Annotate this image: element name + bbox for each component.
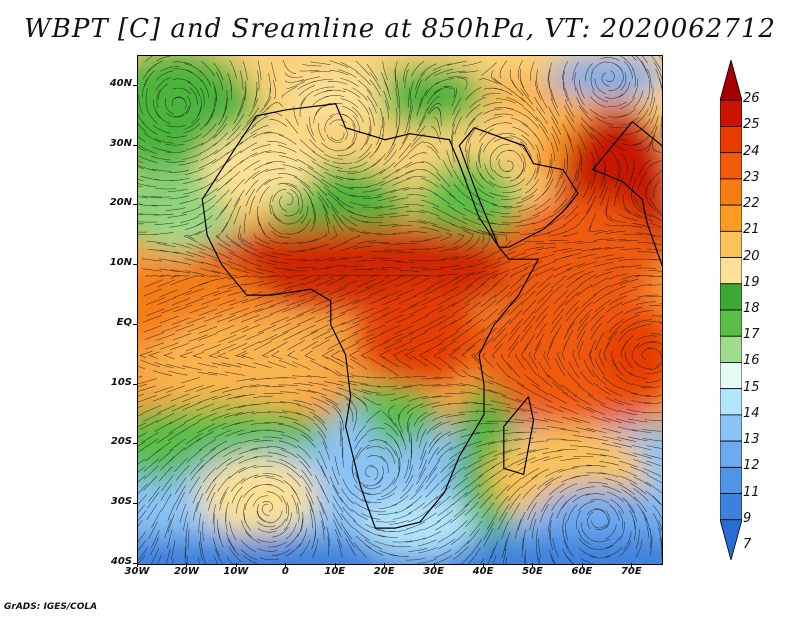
lon-label: 10W (223, 566, 249, 577)
lon-label: 70E (620, 566, 642, 577)
colorbar-swatch (720, 204, 742, 232)
colorbar-label: 23 (743, 169, 760, 185)
lat-label: 10S (110, 376, 132, 388)
lon-label: 30E (423, 566, 444, 577)
colorbar-swatch (720, 126, 742, 154)
lat-label: 20S (110, 436, 132, 448)
colorbar-label: 9 (743, 510, 752, 526)
lon-label: 50E (522, 566, 543, 577)
lat-label: 10N (109, 257, 132, 269)
colorbar-label: 16 (743, 353, 760, 369)
lon-label: 10E (324, 566, 346, 577)
lon-label: 0 (281, 566, 289, 577)
wbpt-field (138, 56, 662, 564)
colorbar-swatch (720, 309, 742, 337)
colorbar-label: 12 (743, 458, 760, 474)
colorbar-swatch (720, 466, 742, 494)
country-boundaries (201, 103, 662, 529)
lat-label: 30N (109, 137, 132, 149)
lat-label: 20N (109, 197, 132, 209)
colorbar-swatch (720, 99, 742, 127)
colorbar-label: 15 (743, 379, 760, 395)
colorbar-label: 14 (743, 405, 760, 421)
colorbar-swatch (720, 414, 742, 442)
colorbar-label: 18 (743, 301, 760, 316)
streamlines (138, 56, 662, 564)
map-title: WBPT [C] and Sreamline at 850hPa, VT: 20… (24, 14, 776, 44)
colorbar-label: 22 (743, 196, 760, 212)
colorbar-label: 24 (743, 143, 760, 159)
lat-label: 30S (110, 496, 132, 508)
lon-label: 30W (124, 566, 150, 577)
colorbar-swatch (720, 440, 742, 468)
lon-label: 20E (373, 566, 395, 577)
colorbar-swatch (720, 335, 742, 363)
colorbar-swatch (720, 230, 742, 258)
colorbar-swatch (720, 60, 742, 101)
lon-label: 20W (173, 566, 199, 577)
lat-label: EQ (116, 316, 132, 328)
colorbar-swatch (720, 178, 742, 206)
lon-label: 60E (571, 566, 593, 577)
colorbar-swatch (720, 283, 742, 311)
colorbar-label: 25 (743, 117, 760, 133)
lon-label: 40E (472, 566, 494, 577)
colorbar (720, 60, 742, 560)
colorbar-label: 17 (743, 327, 760, 343)
colorbar-swatch (720, 152, 742, 180)
lat-label: 40S (110, 556, 132, 567)
credit-text: GrADS: IGES/COLA (4, 602, 98, 612)
colorbar-label: 21 (743, 222, 760, 238)
colorbar-swatch (720, 257, 742, 285)
colorbar-label: 7 (743, 537, 752, 552)
colorbar-swatch (720, 362, 742, 390)
map-panel (137, 55, 663, 565)
colorbar-label: 26 (743, 91, 760, 107)
colorbar-swatch (720, 519, 742, 560)
lat-label: 40N (109, 77, 132, 89)
colorbar-label: 20 (743, 248, 760, 264)
colorbar-swatch (720, 493, 742, 521)
colorbar-label: 13 (743, 432, 760, 448)
colorbar-swatch (720, 388, 742, 416)
colorbar-label: 19 (743, 274, 760, 290)
colorbar-label: 11 (743, 484, 760, 500)
